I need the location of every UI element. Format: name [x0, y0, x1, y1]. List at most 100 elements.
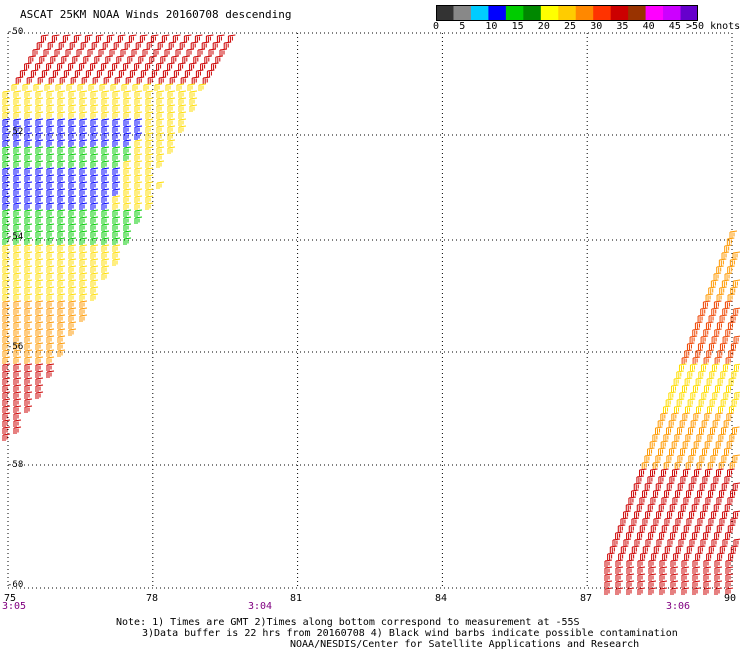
wind-barb	[703, 559, 712, 567]
wind-barb	[134, 167, 143, 175]
wind-barb	[13, 181, 22, 189]
wind-barb	[686, 489, 694, 497]
wind-barb	[145, 132, 154, 140]
colorbar-segment	[488, 5, 507, 21]
wind-barb	[2, 244, 11, 252]
wind-barb	[79, 216, 88, 224]
wind-barb	[156, 111, 165, 119]
wind-barb	[167, 90, 176, 98]
wind-barb	[661, 468, 669, 476]
wind-barb	[90, 90, 99, 98]
wind-barb	[714, 587, 723, 595]
wind-barb	[24, 363, 33, 371]
wind-barb	[2, 132, 11, 140]
wind-barb	[112, 188, 121, 196]
wind-barb	[46, 307, 55, 315]
wind-barb	[123, 174, 132, 182]
wind-barb	[79, 90, 88, 98]
wind-barb	[24, 377, 33, 385]
wind-barb	[676, 370, 684, 378]
wind-barb	[57, 286, 66, 294]
wind-barb	[2, 419, 11, 427]
wind-barb	[669, 475, 677, 483]
wind-barb	[46, 174, 55, 182]
wind-barb	[673, 552, 681, 560]
wind-barb	[184, 69, 193, 77]
wind-barb	[160, 55, 168, 63]
wind-barb	[35, 223, 44, 231]
wind-barb	[24, 391, 33, 399]
wind-barb	[2, 300, 11, 308]
wind-barb	[24, 181, 33, 189]
colorbar-segment	[470, 5, 489, 21]
wind-barb	[700, 538, 709, 546]
wind-barb	[681, 573, 690, 581]
wind-barb	[2, 433, 11, 441]
wind-barb	[79, 293, 88, 301]
wind-barb	[46, 349, 55, 357]
wind-barb	[90, 132, 99, 140]
wind-barb	[663, 461, 672, 469]
wind-barb	[637, 566, 646, 574]
wind-barb	[147, 76, 156, 84]
wind-barb	[90, 104, 99, 112]
wind-barb	[112, 237, 121, 245]
wind-barb	[681, 566, 690, 574]
wind-barb	[57, 209, 66, 217]
wind-barb	[639, 524, 648, 532]
wind-barb	[684, 349, 692, 357]
wind-barb	[35, 384, 44, 392]
wind-barb	[112, 160, 121, 168]
wind-barb	[57, 181, 66, 189]
wind-barb	[211, 62, 219, 70]
colorbar-segment	[575, 5, 594, 21]
wind-barb	[123, 195, 132, 203]
wind-barb	[2, 363, 11, 371]
wind-barb	[707, 433, 715, 441]
wind-barb	[2, 174, 11, 182]
wind-barb	[90, 153, 99, 161]
wind-barb	[701, 391, 709, 399]
wind-barb	[205, 34, 214, 42]
wind-barb	[24, 314, 33, 322]
wind-barb	[724, 503, 733, 511]
wind-barb	[626, 566, 635, 574]
wind-barb	[687, 398, 696, 406]
wind-barb	[189, 62, 197, 70]
colorbar-segment	[645, 5, 664, 21]
wind-barb	[623, 538, 632, 546]
wind-barb	[35, 174, 44, 182]
wind-barb	[13, 377, 22, 385]
wind-barb	[46, 118, 55, 126]
wind-barb	[68, 111, 77, 119]
wind-barb	[727, 321, 736, 329]
wind-barb	[35, 160, 44, 168]
lon-label: 78	[146, 593, 159, 604]
wind-barb	[648, 580, 657, 588]
wind-barb	[716, 293, 725, 301]
wind-barb	[701, 419, 710, 427]
wind-barb	[13, 167, 22, 175]
wind-barb	[101, 230, 110, 238]
wind-barb	[692, 559, 701, 567]
wind-barb	[689, 538, 698, 546]
wind-barb	[156, 160, 165, 168]
wind-barb	[35, 237, 44, 245]
wind-barb	[57, 279, 66, 287]
wind-barb	[703, 566, 712, 574]
wind-barb	[145, 181, 154, 189]
wind-barb	[696, 405, 704, 413]
wind-barb	[711, 335, 720, 343]
wind-barb	[85, 69, 94, 77]
wind-barb	[733, 510, 740, 518]
wind-barb	[620, 545, 629, 553]
wind-barb	[156, 153, 165, 161]
wind-barb	[716, 265, 724, 273]
wind-barb	[83, 55, 91, 63]
wind-barb	[719, 286, 727, 294]
wind-barb	[721, 426, 729, 434]
wind-barb	[123, 153, 132, 161]
wind-barb	[90, 167, 99, 175]
wind-barb	[722, 307, 730, 315]
wind-barb	[66, 83, 75, 91]
